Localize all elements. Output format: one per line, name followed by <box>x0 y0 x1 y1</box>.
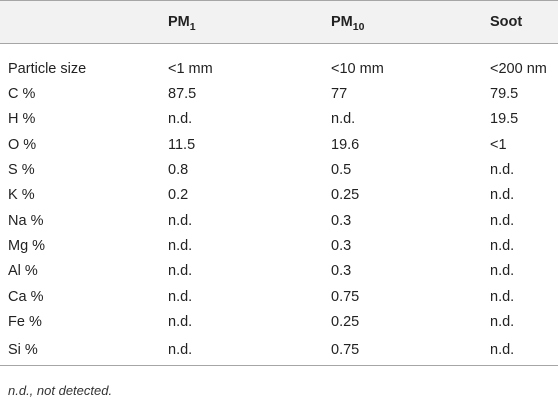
table-footnote: n.d., not detected. <box>8 383 113 398</box>
table-row: Si % n.d. 0.75 n.d. <box>0 334 558 366</box>
table-row: O % 11.5 19.6 <1 <box>0 132 558 157</box>
header-blank <box>0 0 168 44</box>
row-label-cell: Si % <box>0 334 168 366</box>
value-cell: n.d. <box>490 212 515 229</box>
value-cell: 19.5 <box>490 111 519 128</box>
value-cell: <1 <box>490 136 507 153</box>
value-cell: n.d. <box>490 334 558 366</box>
table-row: Particle size <1 mm <10 mm <200 nm <box>0 44 558 82</box>
value-cell: 11.5 <box>168 136 196 153</box>
table-row: K % 0.2 0.25 n.d. <box>0 183 558 208</box>
table-row: Fe % n.d. 0.25 n.d. <box>0 309 558 334</box>
row-label-cell: O % <box>8 136 37 153</box>
table-row: Na % n.d. 0.3 n.d. <box>0 208 558 233</box>
value-cell: <200 nm <box>490 61 547 78</box>
value-cell: n.d. <box>331 111 356 128</box>
value-cell: <1 mm <box>168 61 213 78</box>
value-cell: 79.5 <box>490 86 519 103</box>
row-label-cell: Ca % <box>8 288 44 305</box>
value-cell: n.d. <box>168 237 193 254</box>
value-cell: 0.3 <box>331 237 352 254</box>
header-pm10: PM10 <box>331 0 490 44</box>
value-cell: n.d. <box>490 263 515 280</box>
value-cell: 0.75 <box>331 288 360 305</box>
row-label-cell: Particle size <box>8 61 87 78</box>
table-row: Mg % n.d. 0.3 n.d. <box>0 233 558 258</box>
value-cell: n.d. <box>168 313 193 330</box>
value-cell: n.d. <box>168 288 193 305</box>
row-label-cell: Fe % <box>8 313 42 330</box>
value-cell: n.d. <box>490 288 515 305</box>
value-cell: 0.75 <box>331 334 490 366</box>
value-cell: 0.3 <box>331 212 352 229</box>
value-cell: 0.25 <box>331 313 360 330</box>
table-row: H % n.d. n.d. 19.5 <box>0 107 558 132</box>
value-cell: 0.2 <box>168 187 189 204</box>
value-cell: n.d. <box>168 212 193 229</box>
composition-table-container: PM1 PM10 Soot Particle size <1 mm <10 mm <2… <box>0 0 558 366</box>
value-cell: <10 mm <box>331 61 384 78</box>
header-pm1: PM1 <box>168 0 331 44</box>
composition-table: PM1 PM10 Soot Particle size <1 mm <10 mm <2… <box>0 0 558 366</box>
value-cell: n.d. <box>490 162 515 179</box>
value-cell: 77 <box>331 86 348 103</box>
table-row: C % 87.5 77 79.5 <box>0 82 558 107</box>
value-cell: 87.5 <box>168 86 197 103</box>
table-row: Ca % n.d. 0.75 n.d. <box>0 284 558 309</box>
value-cell: n.d. <box>168 263 193 280</box>
value-cell: 0.3 <box>331 263 352 280</box>
value-cell: 0.25 <box>331 187 360 204</box>
row-label-cell: S % <box>8 162 35 179</box>
value-cell: 0.8 <box>168 162 189 179</box>
row-label-cell: Na % <box>8 212 44 229</box>
value-cell: n.d. <box>490 187 515 204</box>
value-cell: n.d. <box>490 237 515 254</box>
value-cell: n.d. <box>490 313 515 330</box>
row-label-cell: Al % <box>8 263 38 280</box>
table-row: Al % n.d. 0.3 n.d. <box>0 259 558 284</box>
value-cell: n.d. <box>168 334 331 366</box>
row-label-cell: K % <box>8 187 35 204</box>
row-label-cell: C % <box>8 86 36 103</box>
value-cell: 0.5 <box>331 162 352 179</box>
table-row: S % 0.8 0.5 n.d. <box>0 157 558 182</box>
table-header-row: PM1 PM10 Soot <box>0 0 558 44</box>
header-soot: Soot <box>490 0 558 44</box>
row-label-cell: H % <box>8 111 36 128</box>
row-label-cell: Mg % <box>8 237 46 254</box>
value-cell: 19.6 <box>331 136 360 153</box>
value-cell: n.d. <box>168 111 193 128</box>
